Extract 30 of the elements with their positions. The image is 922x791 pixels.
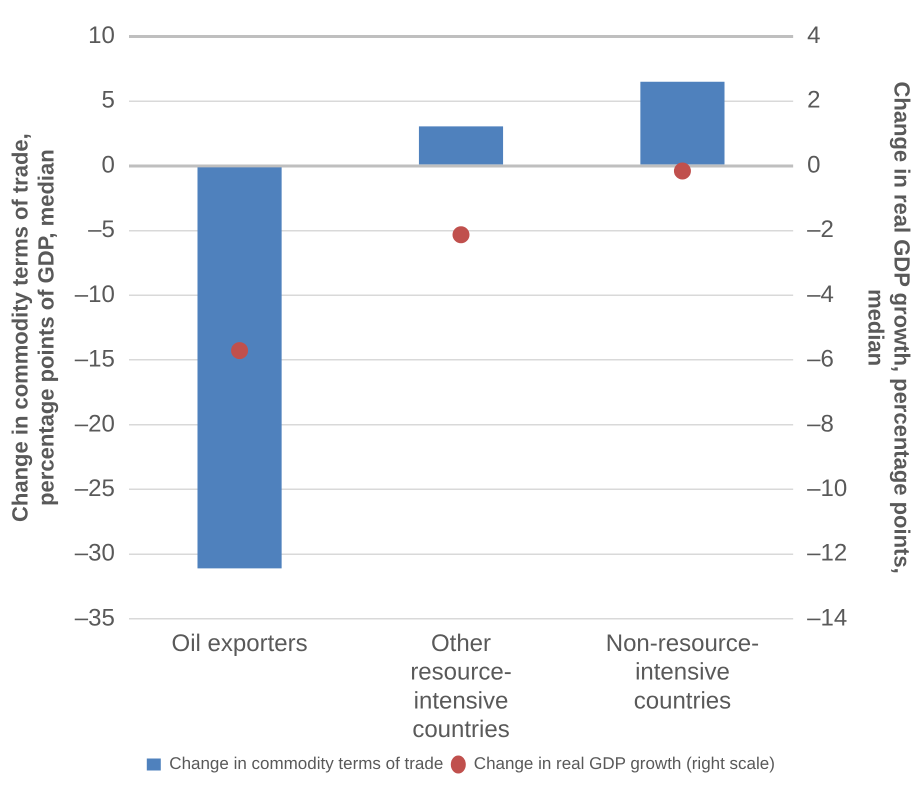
y-tick-label: –25 bbox=[74, 475, 115, 502]
y2-axis-title: Change in real GDP growth, percentage points, median bbox=[863, 81, 915, 574]
x-tick-label: Non-resource-intensive countries bbox=[606, 630, 760, 714]
y2-tick-label: –8 bbox=[807, 410, 834, 438]
y2-tick-label: –12 bbox=[807, 540, 848, 567]
x-tick-label: Oil exporters bbox=[172, 630, 308, 657]
point bbox=[231, 342, 248, 360]
y-tick-label: –35 bbox=[74, 604, 115, 632]
y2-tick-label: 4 bbox=[807, 22, 821, 50]
y-tick-label: –5 bbox=[88, 216, 115, 244]
y2-tick-label: 2 bbox=[807, 86, 821, 114]
point bbox=[452, 226, 470, 244]
y2-tick-label: –14 bbox=[807, 604, 848, 632]
x-tick-label: Other resource-intensive countries bbox=[410, 630, 512, 744]
legend-label: Change in commodity terms of trade bbox=[169, 754, 444, 774]
y-axis-title: Change in commodity terms of trade, percentage points of GDP, median bbox=[7, 133, 59, 522]
y-tick-label: 5 bbox=[101, 86, 115, 114]
y-tick-label: –15 bbox=[74, 346, 115, 373]
y-tick-label: –30 bbox=[74, 540, 115, 567]
legend-label: Change in real GDP growth (right scale) bbox=[474, 754, 775, 774]
y2-tick-label: –2 bbox=[807, 216, 834, 244]
point bbox=[674, 162, 691, 180]
y2-tick-label: –4 bbox=[807, 280, 834, 308]
y-tick-label: –20 bbox=[74, 410, 115, 438]
y2-tick-label: –10 bbox=[807, 475, 848, 502]
y2-tick-label: –6 bbox=[807, 346, 834, 373]
y-tick-label: 0 bbox=[101, 151, 115, 178]
y-tick-label: 10 bbox=[88, 22, 115, 50]
y-tick-label: –10 bbox=[74, 280, 115, 308]
y2-tick-label: 0 bbox=[807, 151, 821, 178]
